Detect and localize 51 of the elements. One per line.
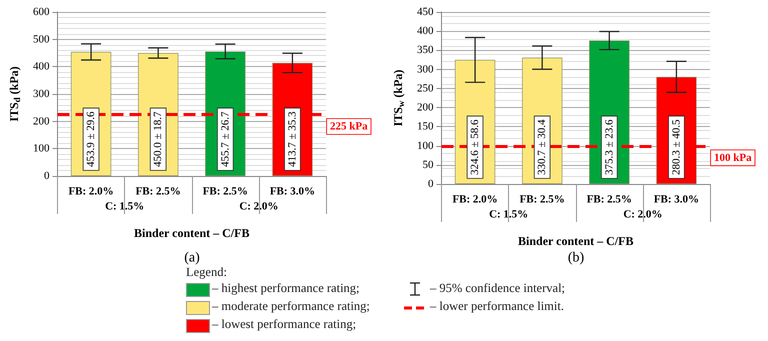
text: – lowest performance rating; (212, 317, 356, 332)
x-tick-label: FB: 2.0% (452, 194, 498, 206)
y-tick-label: 0 (44, 170, 50, 182)
x-tick-label: FB: 3.0% (654, 194, 700, 206)
y-tick-label: 0 (428, 178, 434, 190)
y-tick-label: 600 (33, 6, 50, 18)
data-label: 455.7 ± 26.7 (219, 110, 232, 167)
x-tick-label: FB: 3.0% (270, 186, 316, 198)
y-tick-label: 100 (33, 142, 50, 155)
y-tick-label: 100 (417, 140, 434, 152)
x-tick-label: FB: 2.5% (202, 186, 248, 198)
ref-line-label: 100 kPa (714, 152, 752, 164)
x-axis-title: Binder content – C/FB (134, 226, 250, 240)
text: C: 2.0% (623, 208, 662, 220)
data-label: 453.9 ± 29.6 (85, 110, 98, 167)
x-tick-label: FB: 2.5% (136, 186, 181, 198)
y-tick-label: 200 (417, 102, 434, 114)
y-tick-label: 450 (417, 6, 434, 18)
y-tick-label: 300 (417, 63, 434, 76)
data-label: 324.6 ± 58.6 (469, 118, 482, 175)
text: C: 1.5% (105, 200, 144, 212)
data-label: 450.0 ± 18.7 (152, 110, 164, 167)
text: C: 1.5% (489, 208, 528, 220)
y-tick-label: 400 (417, 25, 434, 38)
y-axis-title: ITSd (kPa) (7, 66, 22, 122)
text: – moderate performance rating; (212, 299, 370, 314)
legend-title: Legend: (186, 265, 227, 280)
text: (b) (568, 250, 584, 266)
y-axis-title: ITSw (kPa) (391, 70, 406, 126)
x-tick-label: FB: 2.5% (520, 194, 565, 206)
x-tick-label: FB: 2.0% (68, 186, 114, 198)
text: (a) (184, 250, 200, 266)
data-label: 330.7 ± 30.4 (536, 118, 548, 175)
text: – 95% confidence interval; (430, 281, 566, 296)
y-tick-label: 50 (422, 158, 434, 171)
y-tick-label: 400 (33, 60, 50, 73)
x-axis-title: Binder content – C/FB (518, 234, 634, 248)
data-label: 375.3 ± 23.6 (603, 118, 616, 175)
ref-line-label: 225 kPa (330, 120, 368, 132)
x-tick-label: FB: 2.5% (586, 194, 632, 206)
data-label: 280.3 ± 40.5 (670, 118, 682, 175)
data-label: 413.7 ± 35.3 (286, 110, 298, 167)
y-tick-label: 500 (33, 33, 50, 46)
y-tick-label: 300 (33, 88, 50, 100)
y-tick-label: 200 (33, 115, 50, 128)
y-tick-label: 150 (417, 120, 434, 133)
y-tick-label: 350 (417, 44, 434, 56)
text: – highest performance rating; (212, 281, 360, 296)
y-tick-label: 250 (417, 82, 434, 94)
text: – lower performance limit. (430, 299, 564, 314)
text: C: 2.0% (239, 200, 278, 212)
